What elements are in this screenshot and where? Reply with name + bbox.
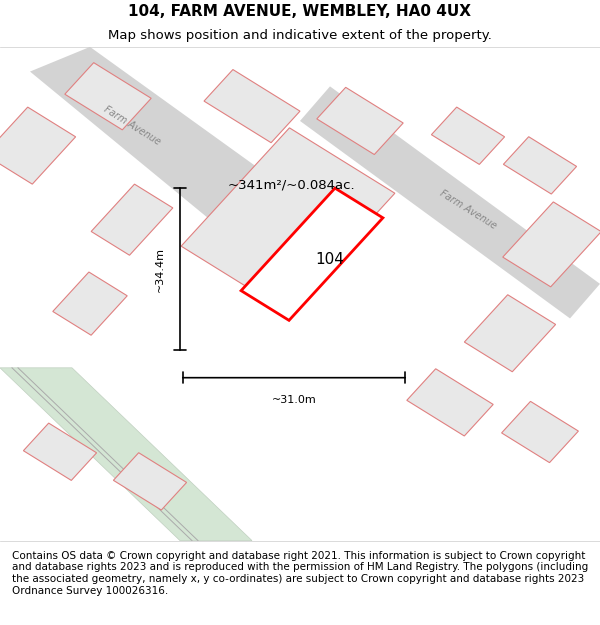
Polygon shape: [181, 128, 395, 311]
Polygon shape: [53, 272, 127, 335]
Polygon shape: [204, 69, 300, 142]
Polygon shape: [503, 137, 577, 194]
Polygon shape: [0, 368, 252, 541]
Polygon shape: [91, 184, 173, 255]
Polygon shape: [431, 107, 505, 164]
Polygon shape: [464, 295, 556, 372]
Polygon shape: [241, 188, 383, 321]
Polygon shape: [317, 88, 403, 154]
Text: 104: 104: [316, 252, 344, 267]
Polygon shape: [0, 107, 76, 184]
Polygon shape: [30, 47, 330, 269]
Text: 104, FARM AVENUE, WEMBLEY, HA0 4UX: 104, FARM AVENUE, WEMBLEY, HA0 4UX: [128, 4, 472, 19]
Text: Farm Avenue: Farm Avenue: [438, 188, 498, 231]
Text: ~341m²/~0.084ac.: ~341m²/~0.084ac.: [228, 179, 356, 192]
Polygon shape: [300, 86, 600, 318]
Text: ~31.0m: ~31.0m: [272, 395, 316, 405]
Text: ~34.4m: ~34.4m: [155, 246, 165, 291]
Polygon shape: [503, 202, 600, 287]
Polygon shape: [23, 423, 97, 481]
Polygon shape: [407, 369, 493, 436]
Text: Map shows position and indicative extent of the property.: Map shows position and indicative extent…: [108, 29, 492, 42]
Polygon shape: [65, 62, 151, 130]
Polygon shape: [113, 452, 187, 510]
Polygon shape: [502, 401, 578, 462]
Text: Contains OS data © Crown copyright and database right 2021. This information is : Contains OS data © Crown copyright and d…: [12, 551, 588, 596]
Text: Farm Avenue: Farm Avenue: [102, 104, 162, 148]
